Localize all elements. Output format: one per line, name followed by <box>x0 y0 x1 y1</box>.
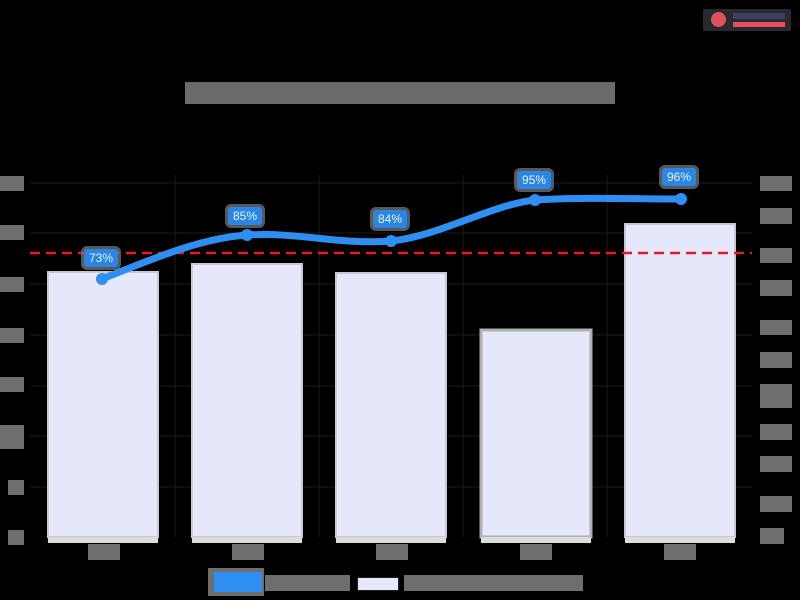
left-axis-label <box>0 176 24 191</box>
right-axis-label <box>760 248 792 263</box>
x-axis-label <box>664 544 696 560</box>
brand-logo <box>703 9 791 31</box>
left-axis-label <box>0 377 24 392</box>
right-axis-label <box>760 320 792 335</box>
data-label: 85% <box>228 207 263 225</box>
logo-icon <box>711 12 726 27</box>
logo-text-line-2 <box>733 22 785 27</box>
bar-series <box>47 223 736 539</box>
right-axis-label <box>760 424 792 440</box>
x-axis-label <box>232 544 264 560</box>
x-axis-label <box>376 544 408 560</box>
data-label: 73% <box>84 249 119 267</box>
right-axis-label <box>760 528 784 544</box>
left-axis-label <box>0 328 24 343</box>
x-axis-label <box>88 544 120 560</box>
legend-label-bar <box>404 575 583 591</box>
legend-swatch-line <box>214 572 262 592</box>
legend-swatch-bar <box>357 577 399 591</box>
left-axis-label <box>8 530 24 545</box>
right-axis-label <box>760 496 792 512</box>
x-axis-label <box>520 544 552 560</box>
left-axis-label <box>0 425 24 449</box>
right-axis-label <box>760 352 792 368</box>
right-axis-label <box>760 208 792 224</box>
data-label: 95% <box>517 171 552 189</box>
chart-title <box>185 82 615 104</box>
right-axis-label <box>760 176 792 191</box>
data-label: 96% <box>662 168 697 186</box>
right-axis-label <box>760 384 792 408</box>
logo-text-line-1 <box>733 13 785 19</box>
right-axis-label <box>760 280 792 296</box>
right-axis-label <box>760 456 792 472</box>
left-axis-label <box>0 277 24 292</box>
legend-label-line <box>265 575 350 591</box>
left-axis-label <box>0 225 24 240</box>
left-axis-label <box>8 480 24 495</box>
data-label: 84% <box>373 210 408 228</box>
